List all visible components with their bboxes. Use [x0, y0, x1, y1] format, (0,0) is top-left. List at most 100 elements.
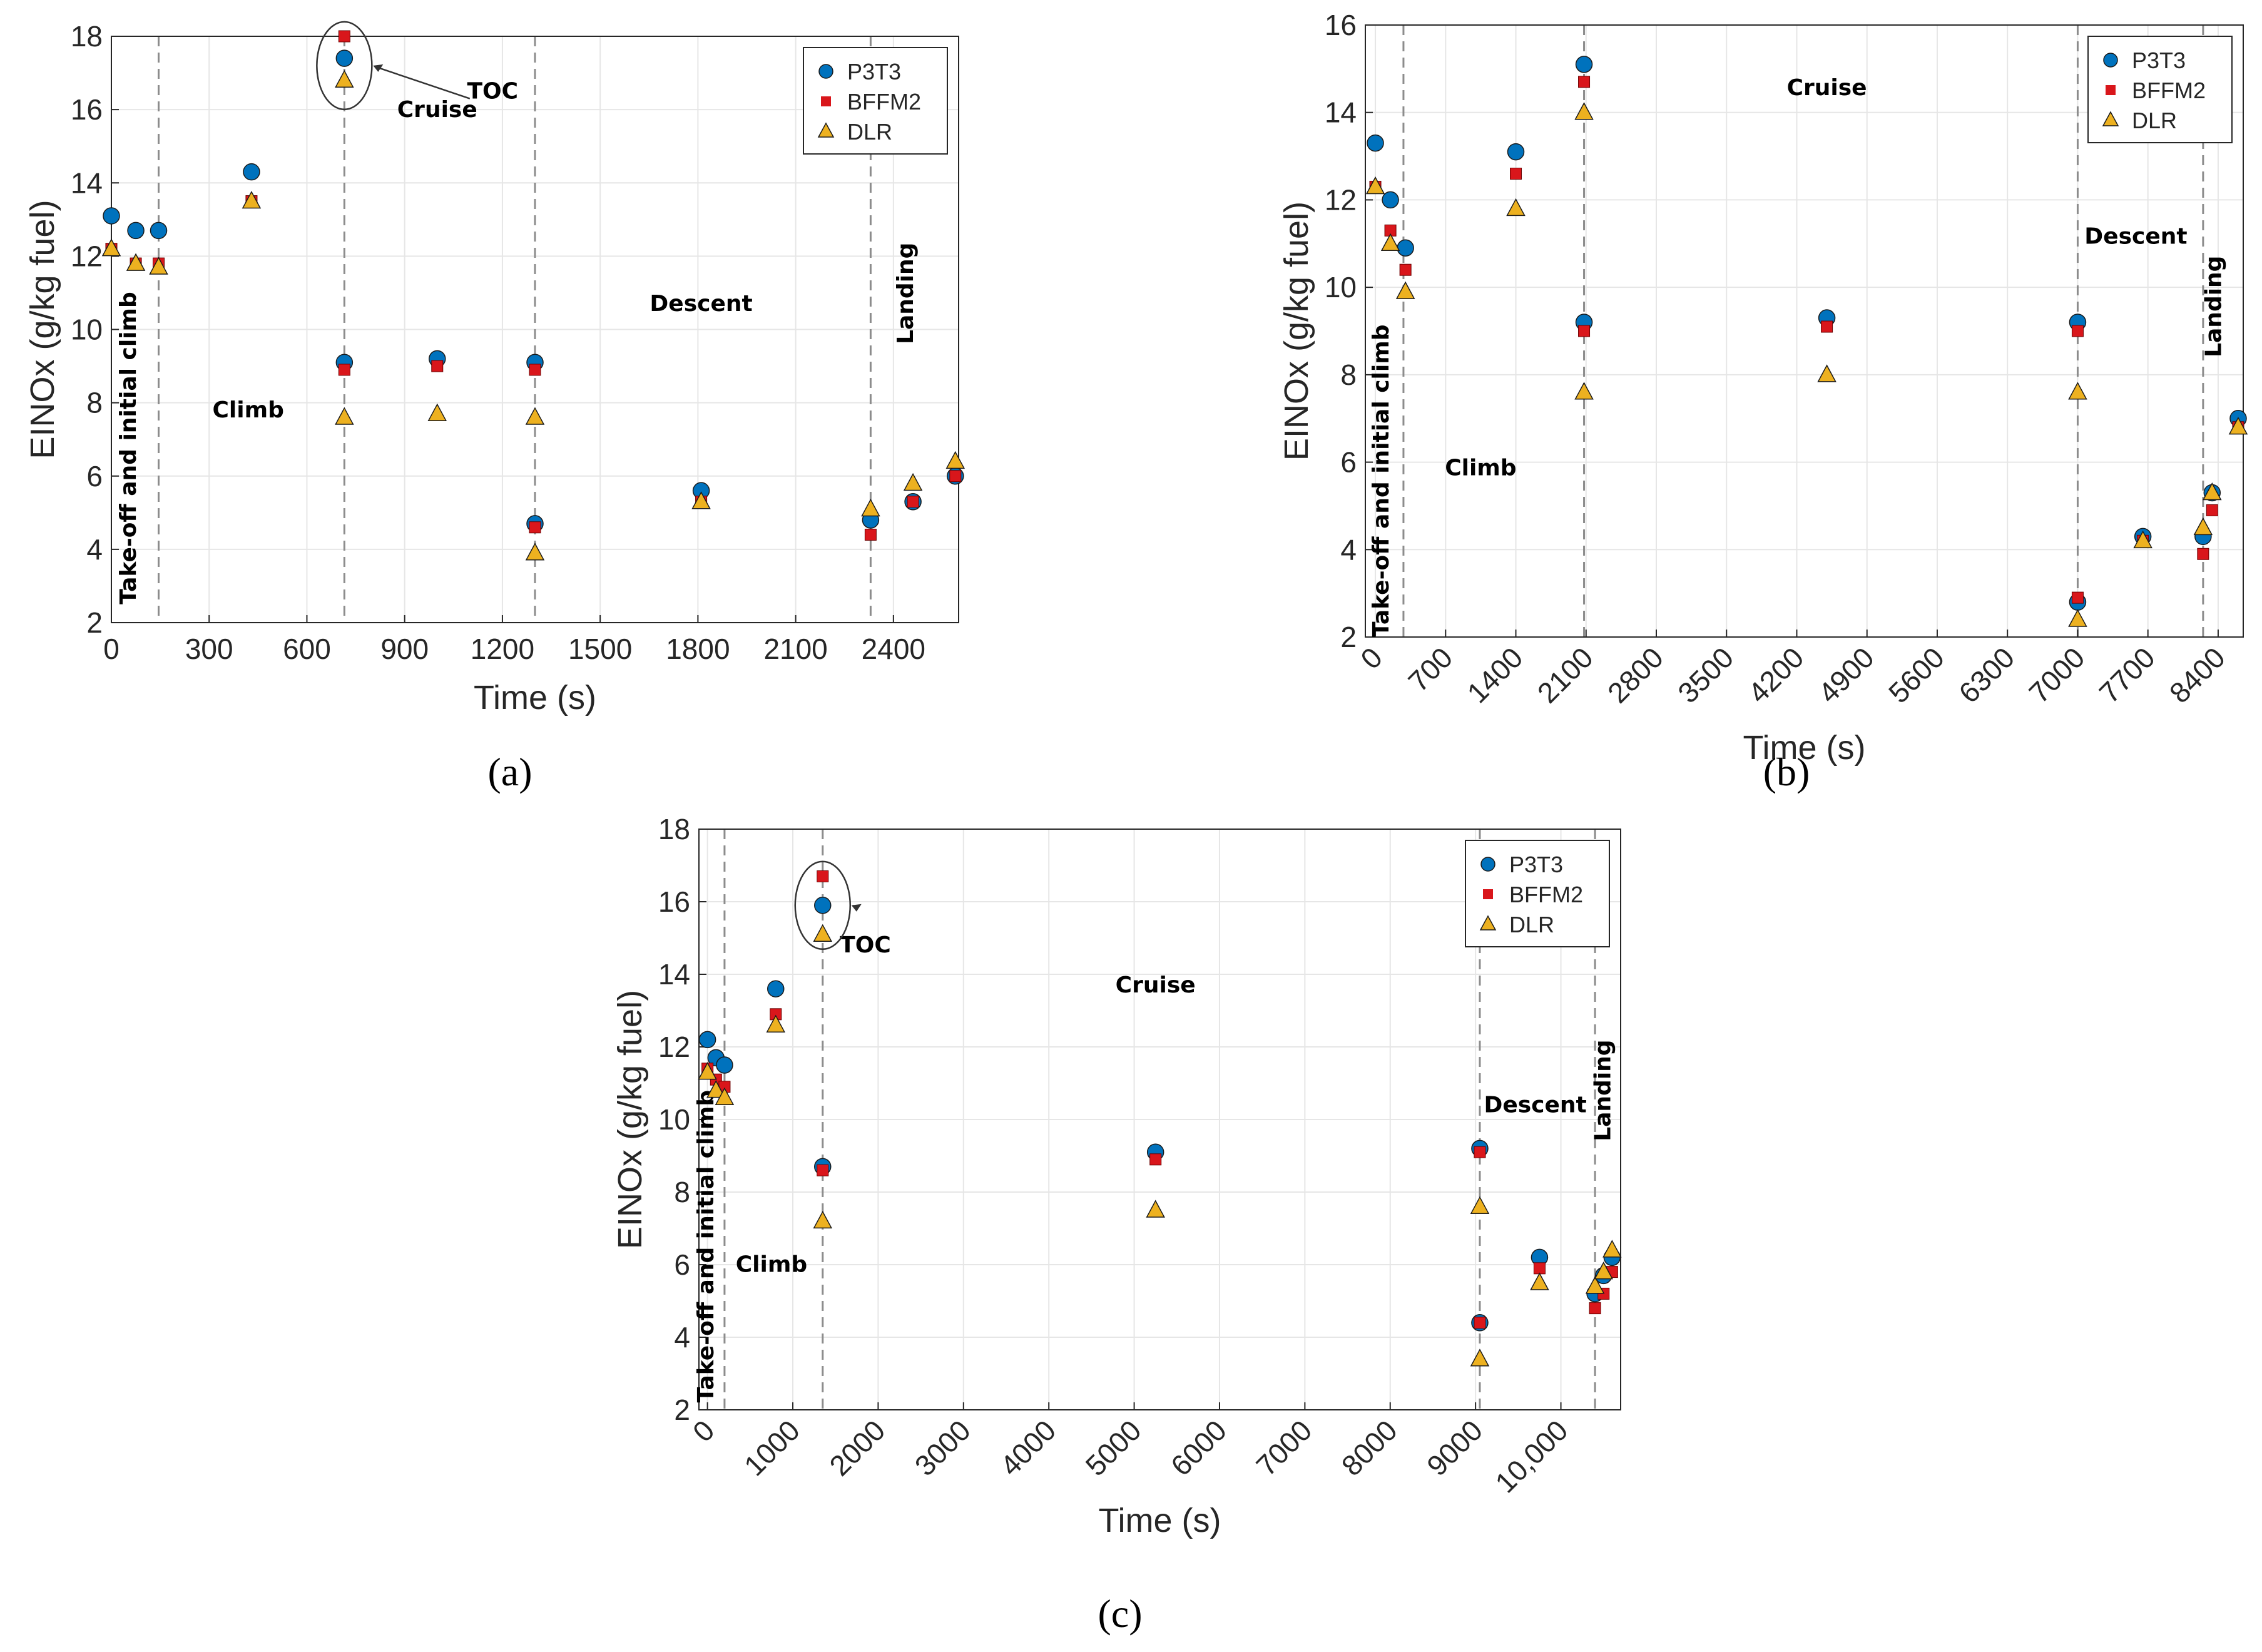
data-point-dlr	[861, 498, 880, 517]
x-tick-label: 300	[185, 633, 233, 665]
data-point-p3t3	[335, 49, 354, 67]
data-point-dlr	[1574, 382, 1594, 400]
toc-arrow-head	[373, 64, 384, 72]
y-tick-label: 16	[1325, 9, 1357, 41]
legend-marker-p3t3	[818, 64, 833, 79]
legend-label-dlr: DLR	[2132, 108, 2177, 133]
data-point-dlr	[1574, 102, 1594, 120]
x-tick-label: 5000	[1079, 1414, 1148, 1482]
data-point-bffm2	[949, 470, 962, 482]
toc-arrow-head	[851, 904, 862, 912]
legend-marker-bffm2	[2106, 85, 2116, 95]
phase-annotation: Descent	[1484, 1092, 1586, 1118]
data-point-dlr	[2133, 530, 2152, 549]
y-tick-label: 14	[658, 958, 690, 991]
y-axis-label: EINOx (g/kg fuel)	[611, 990, 649, 1249]
data-point-dlr	[126, 253, 146, 271]
data-point-p3t3	[1367, 134, 1384, 152]
y-tick-label: 4	[674, 1321, 690, 1354]
x-axis-label: Time (s)	[474, 679, 596, 716]
data-point-bffm2	[338, 30, 350, 43]
data-point-dlr	[1470, 1349, 1490, 1367]
data-point-bffm2	[529, 521, 541, 534]
data-point-dlr	[335, 69, 354, 88]
data-point-bffm2	[907, 496, 919, 508]
x-tick-label: 700	[1402, 641, 1459, 698]
data-point-bffm2	[2071, 591, 2084, 604]
y-axis-label: EINOx (g/kg fuel)	[24, 200, 61, 459]
panel-label-a: (a)	[487, 750, 532, 794]
toc-arrow	[375, 66, 471, 99]
phase-annotation: Landing	[893, 243, 919, 344]
data-point-bffm2	[1474, 1317, 1486, 1329]
legend-marker-p3t3	[2103, 53, 2118, 68]
y-tick-label: 10	[71, 314, 103, 346]
y-tick-label: 2	[674, 1394, 690, 1426]
data-point-bffm2	[2206, 504, 2218, 516]
data-point-bffm2	[1399, 263, 1412, 276]
panel-c: 2 4 6 8 10 12 14 16 18 0 1000 2000 3000 4000 5000 6000 7…	[611, 813, 1622, 1539]
data-point-dlr	[698, 1062, 717, 1080]
data-point-dlr	[1380, 233, 1400, 252]
phase-annotation: Take-off and initial climb	[693, 1090, 719, 1403]
toc-label: TOC	[840, 932, 891, 958]
x-axis-label: Time (s)	[1743, 729, 1866, 767]
y-tick-label: 10	[1325, 271, 1357, 303]
data-point-dlr	[1365, 176, 1385, 195]
data-point-p3t3	[150, 222, 168, 240]
y-tick-label: 8	[674, 1176, 690, 1208]
data-point-dlr	[945, 451, 965, 469]
x-tick-label: 4200	[1741, 641, 1810, 709]
legend-marker-p3t3	[1480, 857, 1495, 872]
x-tick-label: 10,000	[1489, 1414, 1574, 1499]
y-tick-label: 8	[1340, 359, 1357, 391]
x-tick-label: 8400	[2163, 641, 2231, 709]
x-tick-label: 2100	[763, 633, 827, 665]
data-point-bffm2	[1149, 1153, 1162, 1166]
y-tick-label: 10	[658, 1103, 690, 1136]
data-point-dlr	[1602, 1240, 1622, 1258]
y-tick-label: 4	[86, 533, 103, 566]
x-tick-label: 5600	[1882, 641, 1950, 709]
y-tick-label: 12	[658, 1031, 690, 1063]
data-point-dlr	[242, 190, 262, 209]
data-point-bffm2	[529, 364, 541, 376]
data-point-p3t3	[243, 163, 260, 181]
data-point-p3t3	[716, 1056, 733, 1074]
x-tick-label: 0	[1354, 641, 1388, 675]
phase-annotation: Cruise	[1787, 75, 1867, 101]
phase-annotation: Landing	[1591, 1039, 1616, 1141]
phase-annotation: Take-off and initial climb	[116, 292, 141, 604]
x-tick-label: 0	[103, 633, 120, 665]
panel-a: 2 4 6 8 10 12 14 16 18 0 300 600 900 1200 1500 1800 2100…	[24, 20, 965, 716]
x-axis-label: Time (s)	[1099, 1502, 1221, 1539]
y-tick-label: 18	[71, 20, 103, 53]
legend-label-dlr: DLR	[847, 119, 892, 145]
data-point-dlr	[1395, 281, 1415, 299]
x-tick-label: 7700	[2093, 641, 2161, 709]
x-tick-label: 6300	[1952, 641, 2020, 709]
x-tick-label: 2100	[1531, 641, 1599, 709]
x-tick-label: 1000	[738, 1414, 806, 1482]
legend-marker-dlr	[817, 122, 835, 138]
data-point-dlr	[335, 407, 354, 425]
x-tick-label: 1800	[666, 633, 730, 665]
x-tick-label: 2800	[1601, 641, 1669, 709]
x-tick-label: 4000	[994, 1414, 1062, 1482]
toc-highlight-ellipse	[316, 21, 373, 111]
data-point-bffm2	[431, 360, 444, 372]
data-point-dlr	[427, 403, 447, 421]
y-tick-label: 14	[71, 166, 103, 199]
data-point-p3t3	[698, 1031, 716, 1049]
x-tick-label: 1500	[568, 633, 632, 665]
x-tick-label: 3500	[1671, 641, 1740, 709]
data-point-dlr	[1506, 198, 1526, 217]
data-point-dlr	[2193, 517, 2213, 536]
axes-box	[1365, 24, 2244, 638]
data-point-dlr	[813, 1210, 833, 1229]
data-point-p3t3	[103, 207, 120, 225]
y-tick-label: 12	[71, 240, 103, 272]
panel-label-b: (b)	[1763, 750, 1810, 794]
data-point-p3t3	[1507, 143, 1525, 161]
